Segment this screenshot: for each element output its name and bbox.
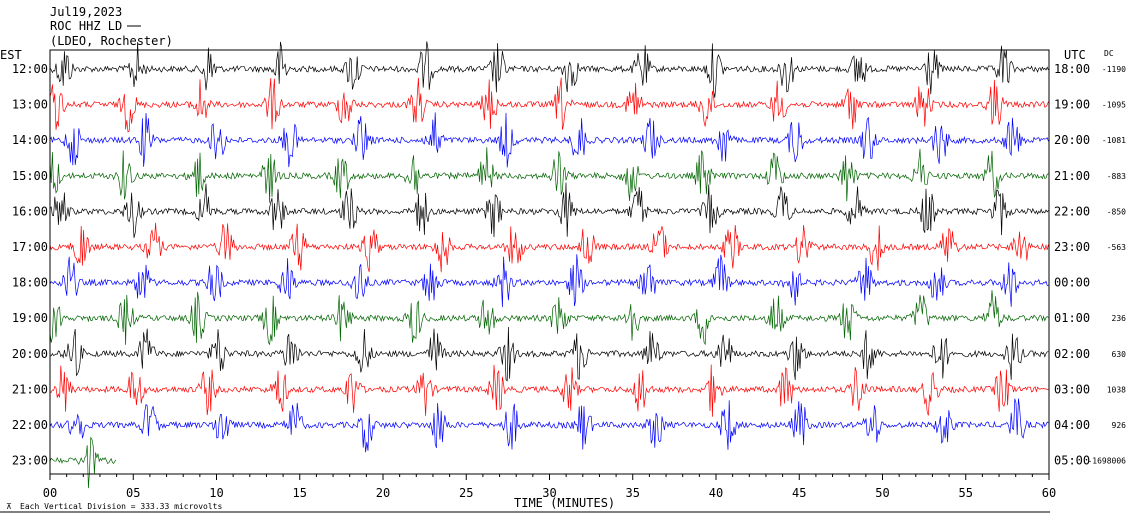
x-tick-label: 25	[459, 486, 473, 500]
dc-value: 926	[1112, 421, 1127, 430]
dc-value: -563	[1107, 243, 1126, 252]
trace-row-2300	[49, 436, 117, 489]
utc-label: 01:00	[1054, 311, 1090, 325]
x-tick-label: 45	[792, 486, 806, 500]
dc-value: 236	[1112, 314, 1127, 323]
date-label: Jul19,2023	[50, 5, 122, 19]
x-tick-label: 05	[126, 486, 140, 500]
trace-row-1900	[49, 290, 1049, 346]
utc-label: 20:00	[1054, 133, 1090, 147]
trace-row-2100	[49, 364, 1049, 417]
x-tick-label: 55	[959, 486, 973, 500]
trace-row-1700	[49, 222, 1049, 273]
dc-value: 1038	[1107, 385, 1126, 394]
utc-hour-labels: 18:00 19:00 20:00 21:00 22:00 23:00 00:00 01:00…	[1054, 62, 1090, 468]
est-label: 17:00	[12, 240, 48, 254]
utc-axis-title: UTC	[1064, 48, 1086, 62]
est-label: 21:00	[12, 382, 48, 396]
dc-value: -883	[1107, 172, 1126, 181]
x-tick-label: 30	[542, 486, 556, 500]
est-label: 12:00	[12, 62, 48, 76]
est-label: 15:00	[12, 169, 48, 183]
est-label: 14:00	[12, 133, 48, 147]
utc-label: 04:00	[1054, 418, 1090, 432]
dc-column-title: DC	[1104, 49, 1114, 58]
utc-label: 22:00	[1054, 204, 1090, 218]
est-axis-title: EST	[0, 48, 22, 62]
dc-offset-labels: -1190 -1095 -1081 -883 -850 -563 236 630 1038 926…	[1087, 65, 1126, 466]
trace-row-1200	[49, 41, 1049, 98]
est-label: 13:00	[12, 98, 48, 112]
dc-value: -1190	[1102, 65, 1126, 74]
x-tick-label: 50	[875, 486, 889, 500]
utc-label: 21:00	[1054, 169, 1090, 183]
trace-row-1600	[49, 182, 1049, 238]
utc-label: 19:00	[1054, 98, 1090, 112]
x-tick-label: 15	[293, 486, 307, 500]
x-tick-label: 00	[43, 486, 57, 500]
x-tick-label: 40	[709, 486, 723, 500]
x-axis-title: TIME (MINUTES)	[514, 496, 615, 510]
x-tick-label: 60	[1042, 486, 1056, 500]
est-label: 23:00	[12, 454, 48, 468]
est-label: 20:00	[12, 347, 48, 361]
utc-label: 23:00	[1054, 240, 1090, 254]
dc-value: -850	[1107, 207, 1126, 216]
trace-row-1500	[49, 147, 1049, 203]
utc-label: 00:00	[1054, 276, 1090, 290]
x-tick-label: 20	[376, 486, 390, 500]
plot-frame	[49, 49, 1050, 475]
location-label: (LDEO, Rochester)	[50, 34, 173, 48]
trace-row-1800	[49, 254, 1049, 308]
trace-row-1300	[49, 77, 1049, 133]
x-axis-ticks: 00 05 10 15 20 25 30 35 40 45 50 55 60	[43, 474, 1056, 500]
trace-row-2000	[49, 326, 1049, 382]
utc-label: 18:00	[1054, 62, 1090, 76]
est-label: 19:00	[12, 311, 48, 325]
est-hour-labels: 12:00 13:00 14:00 15:00 16:00 17:00 18:00 19:00…	[12, 62, 48, 468]
est-label: 22:00	[12, 418, 48, 432]
station-label: ROC HHZ LD	[50, 19, 122, 33]
est-label: 18:00	[12, 276, 48, 290]
dc-value: -1698006	[1087, 457, 1126, 466]
trace-row-1400	[49, 112, 1049, 168]
x-tick-label: 10	[209, 486, 223, 500]
dc-value: 630	[1112, 350, 1127, 359]
utc-label: 03:00	[1054, 382, 1090, 396]
scale-icon: ⊼	[6, 502, 12, 511]
trace-row-2200	[49, 398, 1049, 453]
utc-label: 02:00	[1054, 347, 1090, 361]
utc-label: 05:00	[1054, 454, 1090, 468]
est-label: 16:00	[12, 204, 48, 218]
dc-value: -1081	[1102, 136, 1126, 145]
scale-note: Each Vertical Division = 333.33 microvol…	[20, 502, 222, 511]
x-tick-label: 35	[626, 486, 640, 500]
seismic-traces	[49, 41, 1049, 489]
dc-value: -1095	[1102, 101, 1126, 110]
